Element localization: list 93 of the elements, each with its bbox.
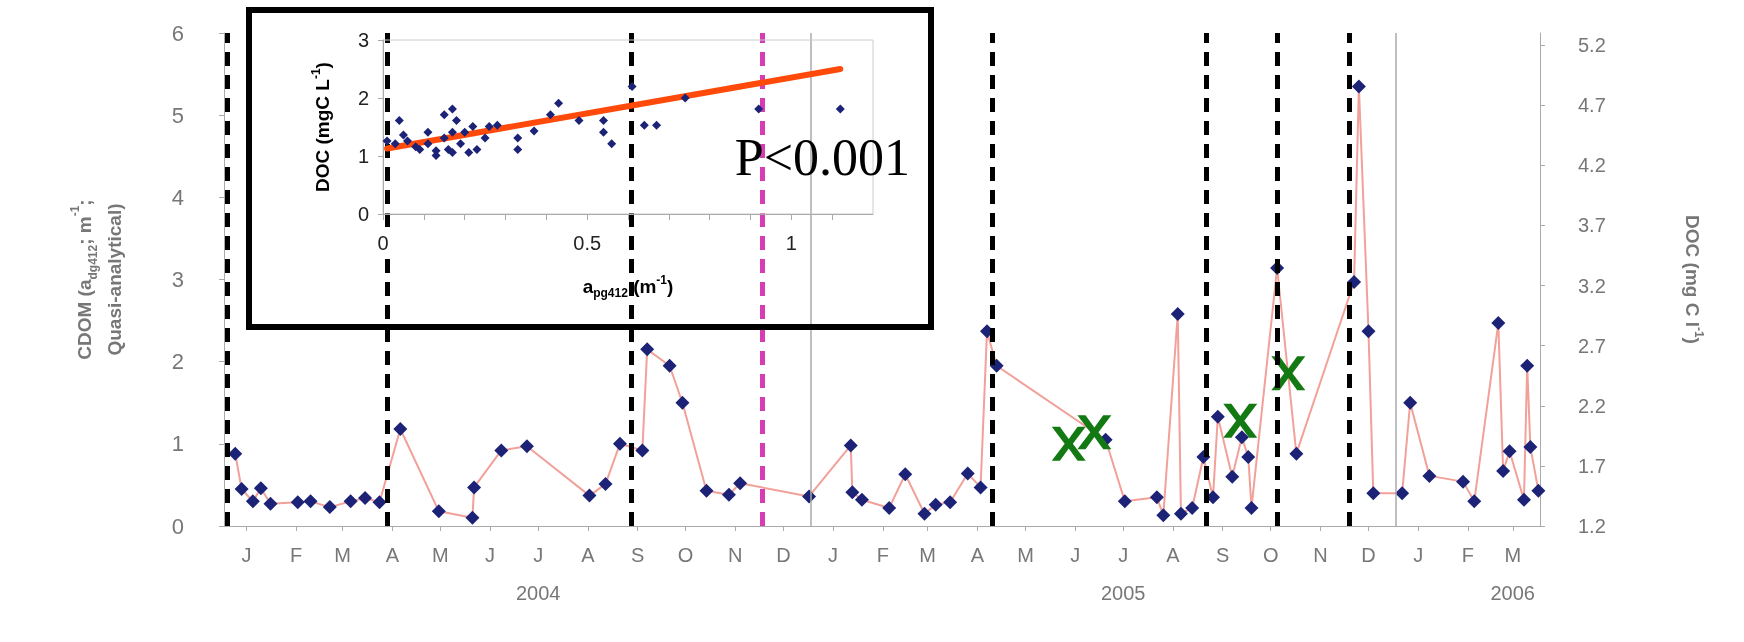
y2-tick-label: 2.7 bbox=[1578, 334, 1606, 357]
x-tick-label: F bbox=[876, 544, 889, 566]
point bbox=[480, 133, 490, 143]
point bbox=[452, 116, 461, 126]
point bbox=[529, 126, 539, 136]
y-tick-label: 5 bbox=[171, 102, 184, 128]
y-tick-label: 3 bbox=[171, 267, 184, 292]
point bbox=[1051, 426, 1086, 461]
x-tick-label: 0.5 bbox=[573, 232, 602, 254]
y2-tick-label: 3.2 bbox=[1578, 274, 1606, 297]
y-tick-label: 2 bbox=[357, 87, 369, 109]
point bbox=[464, 148, 474, 158]
point bbox=[554, 98, 564, 108]
y2-tick-label: 4.2 bbox=[1578, 154, 1606, 177]
point bbox=[394, 116, 404, 126]
point bbox=[447, 104, 457, 114]
x-tick-label: J bbox=[1413, 544, 1424, 566]
annotation: P<0.001 bbox=[734, 128, 910, 186]
point bbox=[607, 139, 617, 149]
y2-tick-label: 1.2 bbox=[1578, 515, 1606, 537]
point bbox=[460, 127, 470, 137]
point bbox=[468, 121, 478, 131]
y-axis-title: DOC (mgC L-1) bbox=[309, 62, 334, 192]
x-tick-label: O bbox=[677, 544, 694, 566]
x-tick-label: S bbox=[630, 544, 645, 566]
x-tick-label: A bbox=[385, 544, 400, 566]
y-tick-label: 4 bbox=[171, 184, 184, 210]
point bbox=[754, 104, 764, 114]
point bbox=[1077, 415, 1112, 450]
point bbox=[835, 104, 845, 114]
point bbox=[382, 136, 392, 146]
y-tick-label: 0 bbox=[171, 513, 184, 539]
x-tick-label: O bbox=[1262, 544, 1279, 566]
x-tick-label: J bbox=[485, 544, 496, 566]
point bbox=[439, 133, 449, 143]
y-tick-label: 1 bbox=[357, 145, 369, 167]
point bbox=[415, 145, 425, 155]
x-tick-label: D bbox=[1361, 544, 1376, 566]
x-tick-label: J 2004 bbox=[515, 544, 561, 604]
point bbox=[456, 139, 466, 149]
y-tick-label: 6 bbox=[171, 20, 184, 46]
x-tick-label: J 2005 bbox=[1100, 544, 1146, 604]
point bbox=[1223, 403, 1258, 438]
point bbox=[447, 148, 457, 158]
point bbox=[492, 120, 502, 130]
point bbox=[680, 93, 690, 103]
y-tick-label: 0 bbox=[357, 203, 369, 225]
point bbox=[513, 133, 523, 143]
y-tick-label: 2 bbox=[171, 349, 184, 375]
x-tick-label: M bbox=[919, 544, 937, 566]
x-tick-label: S bbox=[1215, 544, 1230, 566]
x-tick-label: F bbox=[1461, 544, 1474, 566]
point bbox=[545, 110, 555, 120]
point bbox=[390, 139, 400, 149]
y2-tick-label: 5.2 bbox=[1578, 34, 1606, 57]
x-tick-label: M bbox=[1017, 544, 1034, 566]
x-tick-label: D bbox=[776, 544, 791, 566]
point bbox=[439, 110, 449, 120]
point bbox=[398, 130, 408, 140]
point bbox=[423, 139, 433, 149]
point bbox=[599, 116, 608, 126]
x-tick-label: M 2006 bbox=[1490, 544, 1535, 604]
y2-tick-label: 2.2 bbox=[1578, 394, 1606, 417]
y-tick-label: 1 bbox=[171, 431, 184, 457]
y-tick-label: 3 bbox=[357, 29, 369, 51]
y2-tick-label: 1.7 bbox=[1578, 454, 1606, 477]
point bbox=[574, 116, 584, 126]
x-tick-label: A bbox=[581, 544, 596, 566]
x-tick-label: J bbox=[241, 544, 252, 566]
point bbox=[627, 81, 637, 91]
x-tick-label: F bbox=[290, 544, 303, 566]
x-tick-label: A bbox=[1166, 544, 1181, 566]
point bbox=[484, 121, 494, 131]
x-tick-label: A bbox=[970, 544, 985, 566]
point bbox=[639, 120, 649, 130]
x-tick-label: J bbox=[828, 544, 839, 566]
x-tick-label: 0 bbox=[377, 232, 389, 254]
point bbox=[403, 136, 412, 146]
point bbox=[599, 127, 608, 137]
y2-tick-label: 3.7 bbox=[1578, 214, 1606, 237]
point bbox=[513, 145, 523, 155]
point bbox=[423, 127, 433, 137]
point bbox=[447, 127, 457, 137]
y2-axis-title: DOC (mg C l-1) bbox=[1681, 215, 1706, 344]
x-tick-label: N bbox=[1313, 544, 1328, 566]
point bbox=[652, 120, 662, 130]
x-tick-label: J bbox=[1070, 544, 1081, 566]
x-tick-label: 1 bbox=[785, 232, 797, 254]
x-tick-label: M bbox=[432, 544, 449, 566]
x-tick-label: N bbox=[728, 544, 743, 566]
x-tick-label: M bbox=[334, 544, 351, 566]
point bbox=[472, 145, 482, 155]
y2-tick-label: 4.7 bbox=[1578, 94, 1606, 117]
